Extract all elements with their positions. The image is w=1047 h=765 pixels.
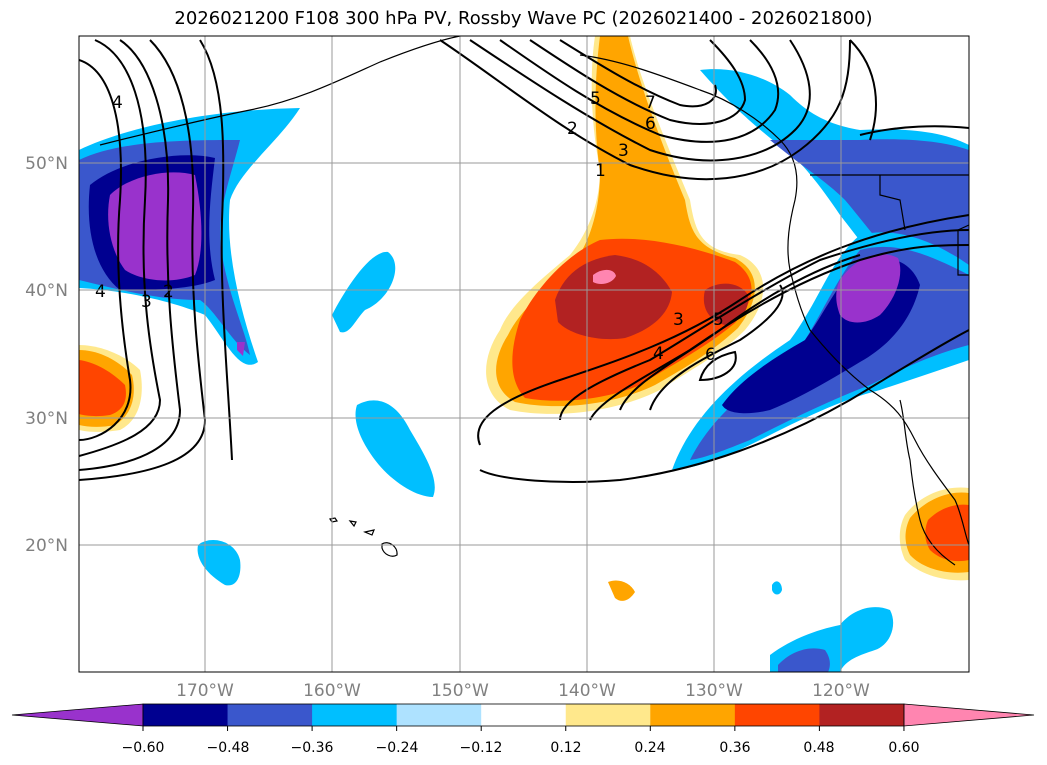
lat-label: 20°N (25, 536, 68, 556)
rw-contours (79, 39, 969, 483)
colorbar-extend-high (903, 703, 1035, 727)
colorbar-tick-label: 0.24 (634, 740, 665, 756)
colorbar-tick-label: 0.36 (719, 740, 750, 756)
colorbar-tick-label: 0.48 (803, 740, 834, 756)
lon-label: 120°W (812, 681, 870, 701)
colorbar-swatch (650, 704, 736, 726)
contour-label: 6 (705, 345, 716, 365)
colorbar-swatch (481, 704, 567, 726)
map-frame (78, 35, 970, 673)
colorbar-swatch (565, 704, 651, 726)
contour-label: 4 (95, 282, 106, 302)
contour-label: 3 (618, 141, 629, 161)
neg-anomaly-central (332, 251, 396, 333)
pos-anomaly-small (608, 580, 635, 601)
contour-label: 4 (112, 93, 123, 113)
lon-label: 170°W (176, 681, 234, 701)
contour-label: 6 (645, 114, 656, 134)
colorbar-tick-label: 0.60 (888, 740, 919, 756)
contour-label: 2 (567, 119, 578, 139)
lat-label: 50°N (25, 154, 68, 174)
contour-label: 3 (141, 292, 152, 312)
lon-label: 150°W (431, 681, 489, 701)
colorbar-tick-label: 0.12 (550, 740, 581, 756)
contour-label: 3 (673, 310, 684, 330)
contour-label: 2 (163, 282, 174, 302)
contour-labels: 4 5 7 2 6 3 1 4 3 2 3 5 4 6 (95, 89, 724, 365)
colorbar-tick-label: −0.24 (376, 740, 419, 756)
contour-label: 5 (713, 310, 724, 330)
colorbar-frame (142, 703, 905, 727)
neg-anomaly-southwest (197, 540, 241, 586)
lon-label: 130°W (685, 681, 743, 701)
lon-label: 140°W (558, 681, 616, 701)
colorbar-swatch (227, 704, 313, 726)
colorbar-tick-label: −0.12 (460, 740, 503, 756)
lat-label: 40°N (25, 281, 68, 301)
contour-label: 7 (645, 93, 656, 113)
colorbar-swatch (143, 704, 229, 726)
lon-label: 160°W (303, 681, 361, 701)
colorbar-swatch (396, 704, 482, 726)
colorbar-extend-low (11, 703, 144, 727)
neg-anomaly-hawaii-north (355, 400, 435, 497)
contour-label: 1 (595, 161, 606, 181)
colorbar-tick-label: −0.48 (207, 740, 250, 756)
colorbar-tick-label: −0.36 (291, 740, 334, 756)
map-title: 2026021200 F108 300 hPa PV, Rossby Wave … (174, 8, 873, 29)
hawaii-islands (329, 517, 398, 557)
contour-label: 5 (590, 89, 601, 109)
colorbar-swatch (734, 704, 820, 726)
gridlines (79, 36, 969, 672)
contour-label: 4 (653, 344, 664, 364)
colorbar-swatch (819, 704, 905, 726)
colorbar-tick-label: −0.60 (122, 740, 165, 756)
colorbar-swatch (312, 704, 398, 726)
lat-label: 30°N (25, 409, 68, 429)
pv-shading (79, 36, 969, 672)
colorbar-labels: −0.60 −0.48 −0.36 −0.24 −0.12 0.12 0.24 … (122, 740, 920, 756)
colorbar (11, 703, 1035, 731)
